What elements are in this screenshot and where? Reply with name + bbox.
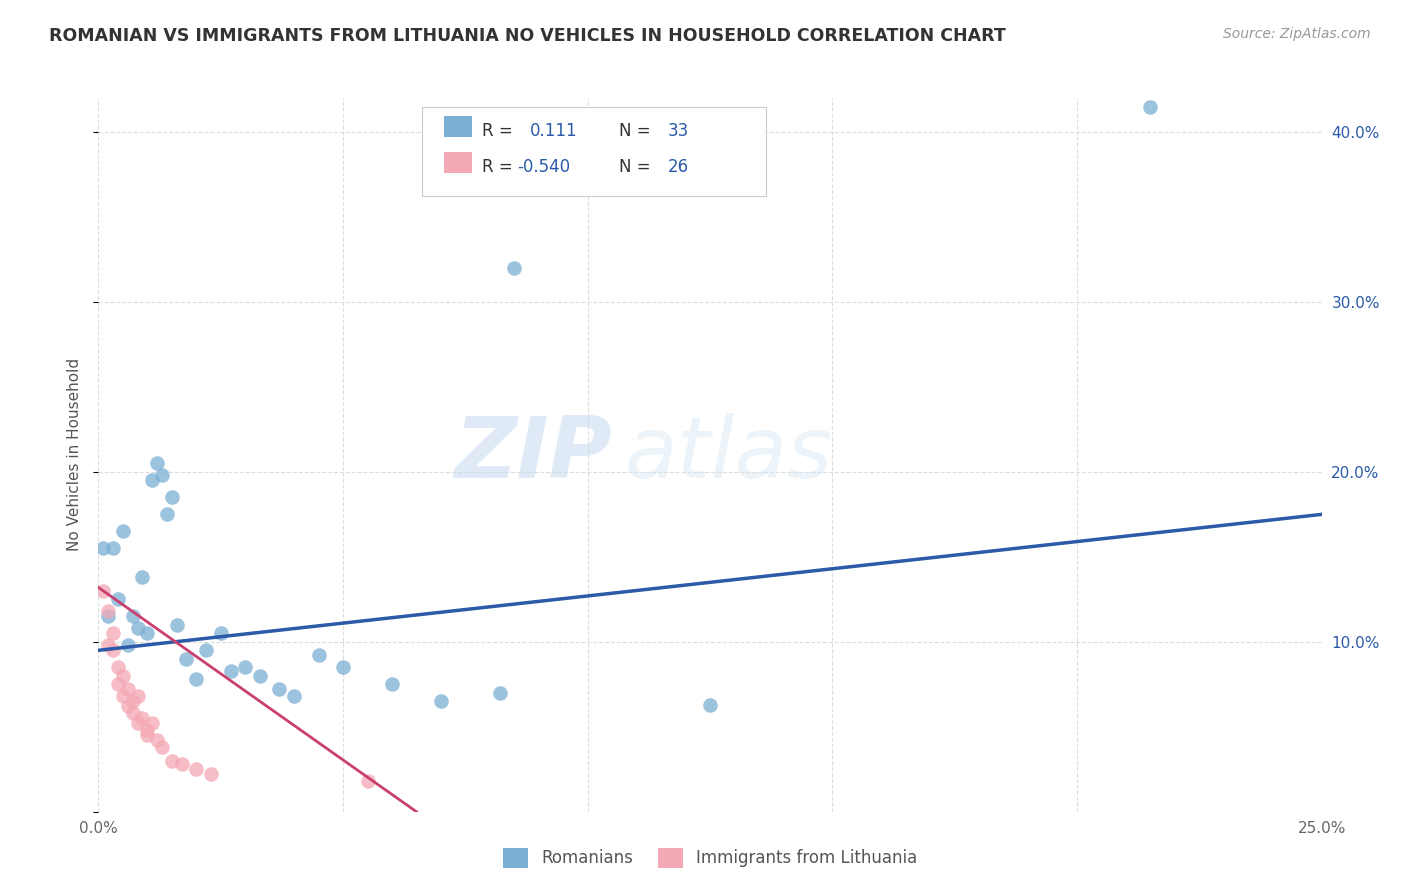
Text: 33: 33 <box>668 122 689 140</box>
Point <box>107 660 129 674</box>
Point <box>233 660 256 674</box>
Text: atlas: atlas <box>624 413 832 497</box>
Point <box>160 491 183 505</box>
Point <box>332 660 354 674</box>
Point <box>1139 100 1161 114</box>
Point <box>136 728 159 742</box>
Point <box>121 694 143 708</box>
Point <box>166 617 188 632</box>
Point <box>136 626 159 640</box>
Point <box>141 474 163 488</box>
Text: N =: N = <box>619 158 650 176</box>
Point <box>381 677 404 691</box>
Point <box>308 648 330 663</box>
Point <box>699 698 721 712</box>
Point <box>127 689 149 703</box>
Point <box>107 592 129 607</box>
Point <box>101 643 124 657</box>
Point <box>219 664 242 678</box>
Point <box>131 570 153 584</box>
Text: 0.111: 0.111 <box>530 122 578 140</box>
Text: N =: N = <box>619 122 650 140</box>
Text: R =: R = <box>482 158 513 176</box>
Point <box>503 260 526 275</box>
Text: ROMANIAN VS IMMIGRANTS FROM LITHUANIA NO VEHICLES IN HOUSEHOLD CORRELATION CHART: ROMANIAN VS IMMIGRANTS FROM LITHUANIA NO… <box>49 27 1005 45</box>
Point <box>156 508 179 522</box>
Point <box>249 669 271 683</box>
Point <box>121 706 143 721</box>
Point <box>97 609 120 624</box>
Point <box>91 583 114 598</box>
Point <box>200 767 222 781</box>
Point <box>209 626 232 640</box>
Point <box>91 541 114 556</box>
Point <box>121 609 143 624</box>
Point <box>150 740 173 755</box>
Point <box>131 711 153 725</box>
Point <box>97 604 120 618</box>
Point <box>146 457 169 471</box>
Point <box>195 643 218 657</box>
Point <box>430 694 453 708</box>
Point <box>101 626 124 640</box>
Point <box>186 762 208 776</box>
Legend: Romanians, Immigrants from Lithuania: Romanians, Immigrants from Lithuania <box>496 841 924 875</box>
Point <box>127 716 149 731</box>
Point <box>111 689 134 703</box>
Text: 26: 26 <box>668 158 689 176</box>
Point <box>170 757 193 772</box>
Text: -0.540: -0.540 <box>517 158 571 176</box>
Point <box>136 723 159 738</box>
Point <box>111 524 134 539</box>
Text: Source: ZipAtlas.com: Source: ZipAtlas.com <box>1223 27 1371 41</box>
Point <box>141 716 163 731</box>
Point <box>146 733 169 747</box>
Point <box>356 774 378 789</box>
Text: R =: R = <box>482 122 513 140</box>
Point <box>117 638 139 652</box>
Point <box>488 686 510 700</box>
Point <box>269 682 291 697</box>
Point <box>117 682 139 697</box>
Point <box>111 669 134 683</box>
Point <box>186 672 208 686</box>
Point <box>160 754 183 768</box>
Text: ZIP: ZIP <box>454 413 612 497</box>
Point <box>101 541 124 556</box>
Point <box>117 699 139 714</box>
Y-axis label: No Vehicles in Household: No Vehicles in Household <box>67 359 83 551</box>
Point <box>97 638 120 652</box>
Point <box>283 689 305 703</box>
Point <box>127 621 149 635</box>
Point <box>107 677 129 691</box>
Point <box>176 652 198 666</box>
Point <box>150 468 173 483</box>
